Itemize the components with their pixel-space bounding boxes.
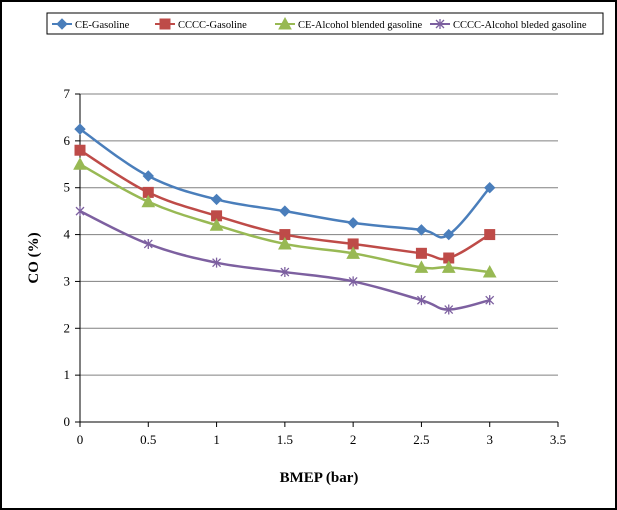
data-point — [441, 260, 456, 273]
y-tick-label: 1 — [64, 367, 71, 382]
data-point — [482, 265, 497, 278]
data-point — [278, 236, 292, 250]
y-tick-label: 3 — [64, 273, 71, 288]
axes: 0 1 2 3 4 5 6 7 0 0.5 1 1.5 2 2.5 3 3.5 — [64, 86, 567, 447]
x-tick-label: 2 — [350, 432, 357, 447]
series-group — [73, 123, 497, 315]
data-point — [415, 247, 427, 259]
x-axis-title: BMEP (bar) — [280, 470, 359, 486]
gridlines — [80, 93, 558, 376]
legend-label: CE-Gasoline — [75, 20, 130, 31]
x-tick-label: 2.5 — [413, 432, 429, 447]
series-1 — [74, 144, 496, 264]
data-point — [75, 206, 85, 217]
series-line — [79, 210, 491, 311]
series-3 — [75, 206, 495, 315]
x-tick-label: 3.5 — [550, 432, 566, 447]
data-point — [73, 157, 87, 170]
legend-box — [46, 12, 604, 35]
x-tick-label: 1.5 — [277, 432, 293, 447]
x-tick-label: 1 — [213, 432, 220, 447]
data-point — [415, 224, 428, 236]
series-2 — [73, 157, 497, 278]
data-point — [212, 257, 222, 268]
data-point — [485, 295, 495, 306]
data-point — [346, 246, 360, 259]
y-tick-label: 4 — [64, 227, 71, 242]
data-point — [209, 218, 224, 231]
y-tick-label: 0 — [64, 414, 71, 429]
data-point — [74, 123, 86, 135]
data-point — [210, 193, 223, 206]
legend-item: CE-Alcohol blended gasoline — [275, 16, 423, 31]
legend-label: CCCC-Alcohol bleded gasoline — [453, 20, 587, 31]
legend-marker — [435, 19, 445, 29]
legend: CE-Gasoline CCCC-Gasoline CE-Alcohol blend… — [46, 12, 604, 35]
data-point — [280, 267, 290, 278]
data-point — [279, 205, 291, 217]
data-point — [416, 295, 426, 306]
legend-marker — [278, 16, 292, 30]
data-point — [347, 217, 359, 229]
x-tick-label: 0.5 — [140, 432, 156, 447]
y-tick-label: 7 — [64, 86, 71, 101]
legend-marker — [159, 18, 171, 30]
data-point — [484, 182, 496, 194]
legend-item: CCCC-Gasoline — [155, 18, 247, 31]
legend-marker — [56, 18, 68, 30]
data-point — [444, 304, 454, 315]
data-point — [142, 170, 154, 182]
y-tick-label: 2 — [64, 320, 71, 335]
y-tick-label: 6 — [64, 133, 71, 148]
data-point — [348, 276, 358, 287]
legend-item: CE-Gasoline — [52, 18, 130, 31]
legend-label: CE-Alcohol blended gasoline — [298, 20, 423, 31]
data-point — [443, 228, 455, 241]
series-0 — [74, 123, 496, 241]
data-point — [414, 260, 429, 273]
legend-label: CCCC-Gasoline — [178, 20, 247, 31]
y-tick-label: 5 — [64, 180, 71, 195]
data-point — [484, 229, 496, 241]
data-point — [74, 144, 86, 156]
x-tick-label: 0 — [77, 432, 84, 447]
data-point — [141, 194, 156, 208]
legend-item: CCCC-Alcohol bleded gasoline — [430, 19, 587, 31]
y-axis-title: CO (%) — [26, 232, 42, 283]
x-tick-label: 3 — [486, 432, 493, 447]
data-point — [143, 238, 153, 249]
